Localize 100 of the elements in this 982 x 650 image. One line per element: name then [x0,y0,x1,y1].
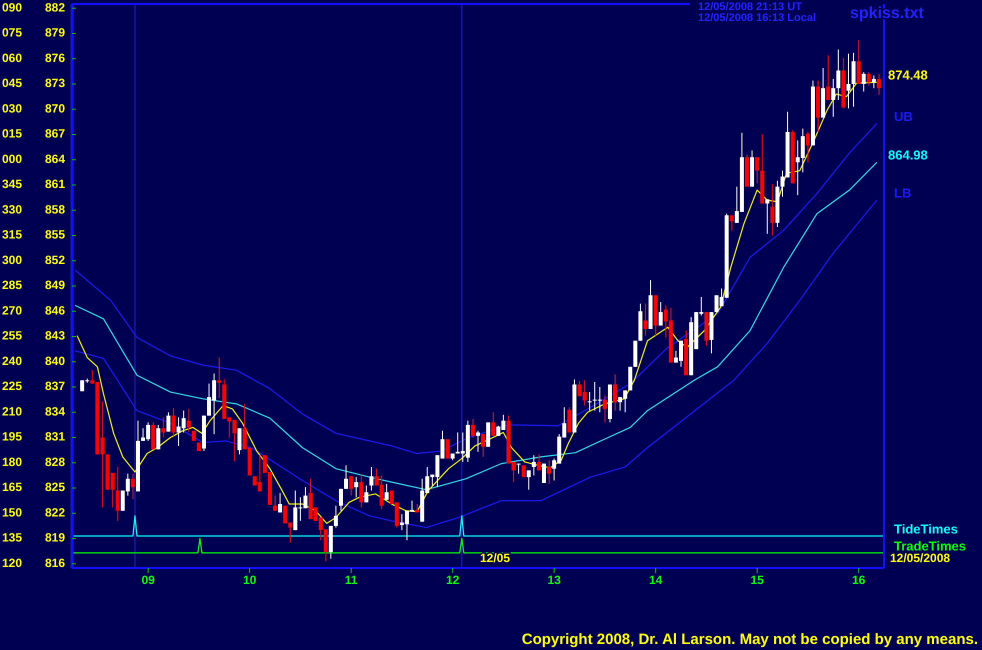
x-tick-label: 15 [750,573,764,587]
y2-tick-label: 315 [2,228,22,242]
candlestick [470,418,475,438]
x-tick-label: 10 [242,573,257,587]
candlestick [186,408,191,432]
candlestick [613,374,618,412]
candlestick [643,303,648,336]
x-tick-label: 09 [141,573,156,587]
y-tick-label: 834 [44,404,66,418]
series-label: LB [894,186,912,201]
series-label: TideTimes [894,521,958,536]
annotation: 12/05/2008 21:13 UT [698,1,802,13]
y-tick-label: 831 [44,430,66,444]
candlestick [273,495,277,512]
y-tick-label: 840 [44,354,66,368]
candlestick [730,214,734,231]
candlestick [602,394,607,423]
candlestick [278,492,282,513]
candlestick [172,408,176,436]
candlestick [806,131,810,163]
y-tick-label: 852 [44,252,66,267]
annotation: 12/05 [480,551,510,565]
candlestick [446,438,450,460]
series-label: TradeTimes [894,538,966,554]
text: 12/05/2008 [890,551,950,565]
y2-tick-label: 330 [2,202,22,216]
candlestick [836,48,840,100]
candlestick [156,424,160,450]
y-tick-label: 855 [44,228,66,242]
candlestick [862,72,866,92]
y-tick-label: 867 [44,126,66,141]
y3-tick-label: 015 [2,126,22,141]
y2-tick-label: 180 [2,454,22,469]
candlestick [567,406,572,433]
candlestick [369,466,374,492]
y2-tick-label: 255 [2,328,22,343]
y-tick-label: 846 [44,303,66,318]
y-tick-label: 822 [44,505,66,520]
candlestick [872,75,876,89]
candlestick [536,454,541,471]
y3-tick-label: 000 [2,152,22,166]
x-tick-label: 11 [344,573,358,587]
candlestick [831,78,836,118]
y2-tick-label: 210 [2,404,22,418]
x-tick-label: 14 [648,573,663,587]
x-tick-label: 13 [547,573,562,587]
candlestick [856,40,861,84]
y-tick-label: 864 [44,152,66,166]
y2-tick-label: 165 [2,480,22,494]
candlestick [161,416,166,438]
candlestick [116,466,120,522]
candlestick [217,357,222,398]
x-tick-label: 16 [852,573,866,587]
y2-tick-label: 270 [2,303,22,318]
candlestick [476,430,480,452]
y-tick-label: 825 [44,480,66,494]
y-tick-label: 879 [44,26,66,40]
y3-tick-label: 030 [2,101,22,116]
line-series [74,200,878,528]
annotation: 12/05/2008 16:13 Local [698,12,816,24]
candlestick [770,184,774,236]
text: Copyright 2008, Dr. Al Larson. May not be copied by any means. [522,631,978,648]
candlestick [344,464,348,490]
candlestick [542,463,546,484]
y-tick-label: 870 [44,101,66,116]
annotation: 864.98 [888,148,928,163]
candlestick [130,473,135,500]
candlestick [516,463,521,474]
candlestick [481,434,486,458]
candlestick [628,366,632,391]
candlestick [826,54,830,100]
annotation: 874.48 [888,68,928,83]
y2-tick-label: 240 [2,354,22,368]
candlestick [364,485,368,503]
y-tick-label: 882 [44,0,66,14]
y2-tick-label: 135 [2,530,22,545]
candlestick [876,73,881,96]
candlestick [338,488,343,512]
candlestick [588,392,592,412]
candlestick [354,476,358,498]
candlestick [532,454,536,476]
candlestick [765,198,770,234]
y-tick-label: 819 [44,530,66,545]
candlestick [526,470,531,490]
y2-tick-label: 225 [2,379,22,394]
candlestick [852,52,856,108]
y-tick-label: 876 [44,50,66,65]
y3-tick-label: 045 [2,76,22,90]
y3-tick-label: 090 [2,0,22,14]
candlestick [866,72,871,86]
y3-tick-label: 075 [2,26,22,40]
candlestick [755,156,760,184]
candlestick [334,505,338,528]
candlestick [846,53,850,109]
series-label: UB [894,108,913,124]
candlestick [166,412,170,432]
candlestick [658,301,663,326]
candlestick [237,428,242,455]
y2-tick-label: 195 [2,430,22,444]
y3-tick-label: 060 [2,50,22,65]
